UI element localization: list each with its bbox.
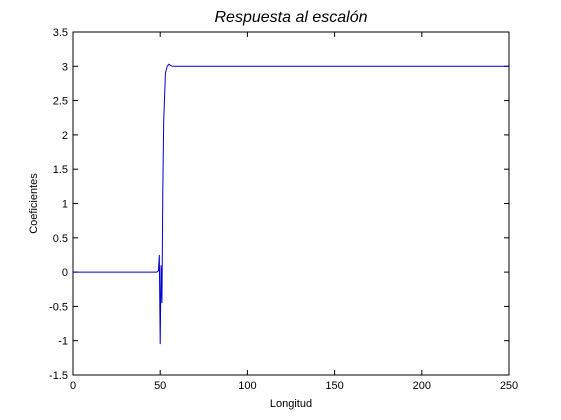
y-tick-label: 0 <box>62 267 68 279</box>
x-tick-label: 100 <box>238 380 256 392</box>
y-tick-label: 1.5 <box>53 164 68 176</box>
x-axis-label: Longitud <box>270 398 312 410</box>
y-tick-label: 1 <box>62 199 68 211</box>
x-tick-label: 50 <box>154 380 166 392</box>
series-layer <box>73 63 509 345</box>
y-tick-label: 3.5 <box>53 27 68 39</box>
y-axis-label: Coeficientes <box>28 173 40 234</box>
y-tick-label: 3 <box>62 61 68 73</box>
axis-ticks: 0 50 100 150 200 250 -1.5 -1 -0.5 0 0.5 1 1.5 2 2.5 3 3.… <box>49 27 518 392</box>
chart-title: Respuesta al escalón <box>215 9 368 26</box>
x-tick-label: 0 <box>70 380 76 392</box>
y-tick-label: -0.5 <box>49 301 68 313</box>
x-tick-label: 200 <box>413 380 431 392</box>
x-tick-label: 150 <box>325 380 343 392</box>
y-tick-label: 2.5 <box>53 96 68 108</box>
y-tick-label: 0.5 <box>53 233 68 245</box>
x-tick-label: 250 <box>500 380 518 392</box>
y-tick-label: 2 <box>62 130 68 142</box>
y-tick-label: -1 <box>58 336 68 348</box>
y-tick-label: -1.5 <box>49 370 68 382</box>
series-line <box>73 63 509 345</box>
plot-area <box>72 31 510 376</box>
